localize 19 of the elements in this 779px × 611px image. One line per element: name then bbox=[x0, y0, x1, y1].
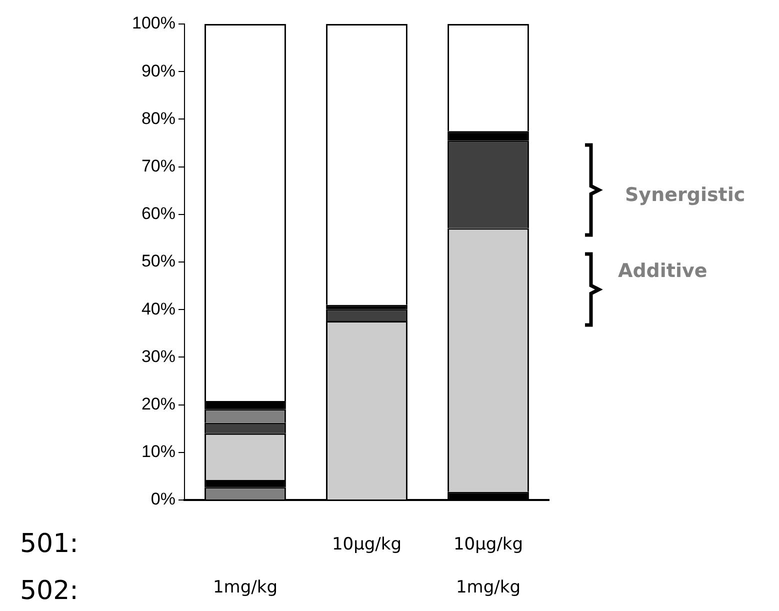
y-tick-label: 60% bbox=[141, 204, 176, 224]
text: Synergistic bbox=[625, 184, 746, 206]
y-tick-label: 50% bbox=[141, 252, 176, 271]
text: 501: bbox=[20, 528, 78, 559]
x-tick-label: 1mg/kg bbox=[212, 578, 278, 598]
text: Additive bbox=[618, 260, 708, 282]
y-tick-label: 20% bbox=[141, 394, 176, 414]
y-tick-label: 80% bbox=[141, 108, 176, 128]
y-tick-label: 40% bbox=[141, 299, 176, 318]
y-tick-label: 90% bbox=[141, 61, 176, 80]
y-tick-label: 100% bbox=[132, 14, 176, 33]
text: 10μg/kg bbox=[332, 534, 402, 554]
y-tick-label: 70% bbox=[141, 156, 176, 176]
text: 10μg/kg bbox=[453, 534, 524, 554]
text: 502: bbox=[20, 576, 78, 606]
y-tick-label: 30% bbox=[141, 346, 176, 366]
y-tick-label: 0% bbox=[150, 490, 176, 509]
y-tick-label: 10% bbox=[141, 442, 176, 462]
x-tick-label: 1mg/kg bbox=[456, 578, 521, 598]
